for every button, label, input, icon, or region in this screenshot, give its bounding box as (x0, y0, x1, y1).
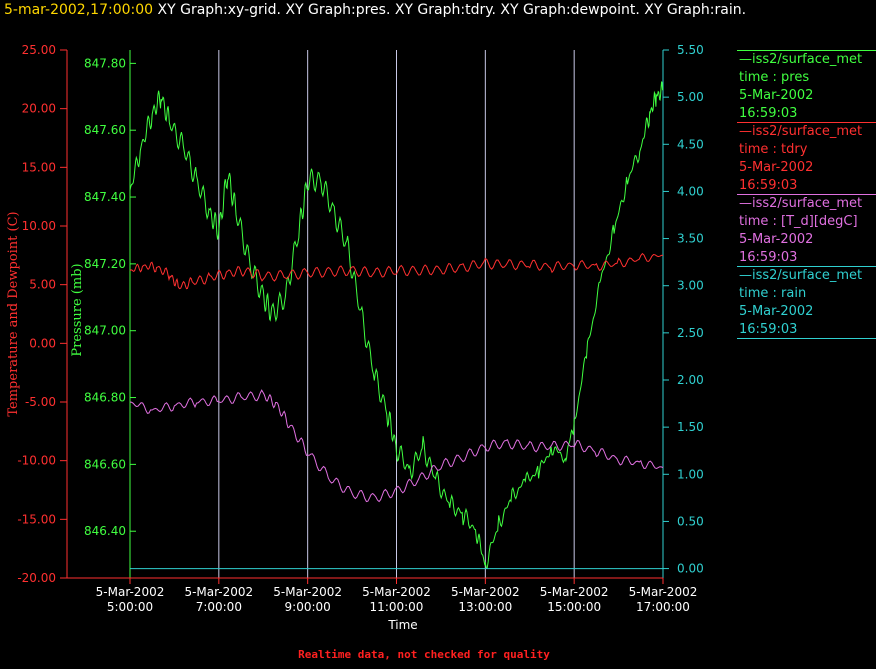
time-tick-date: 5-Mar-2002 (184, 585, 253, 599)
time-tick-time: 11:00:00 (370, 600, 424, 614)
time-tick-date: 5-Mar-2002 (540, 585, 609, 599)
legend-line: —iss2/surface_met (739, 124, 863, 139)
time-axis-label: Time (387, 618, 417, 632)
legend-line: —iss2/surface_met (739, 52, 863, 67)
temperature-tick-label: 10.00 (22, 219, 56, 233)
legend-date: 5-Mar-2002 (739, 88, 814, 103)
quality-notice: Realtime data, not checked for quality (298, 648, 550, 661)
rain-tick-label: 0.00 (677, 562, 704, 576)
rain-tick-label: 5.50 (677, 43, 704, 57)
legend-line: —iss2/surface_met (739, 268, 863, 283)
legend-time: 16:59:03 (739, 322, 798, 337)
pressure-tick-label: 846.60 (84, 457, 126, 471)
time-tick-date: 5-Mar-2002 (362, 585, 431, 599)
legend-date: 5-Mar-2002 (739, 160, 814, 175)
temperature-tick-label: 5.00 (29, 278, 56, 292)
series-line-pressure-0 (129, 81, 664, 569)
time-tick-date: 5-Mar-2002 (273, 585, 342, 599)
legend-date: 5-Mar-2002 (739, 232, 814, 247)
pressure-tick-label: 847.60 (84, 123, 126, 137)
timestamp-label: 5-mar-2002,17:00:00 (4, 2, 154, 18)
rain-tick-label: 2.00 (677, 373, 704, 387)
temperature-tick-label: 0.00 (29, 336, 56, 350)
pressure-axis-label: Pressure (mb) (70, 263, 85, 356)
temperature-tick-label: -15.00 (17, 512, 56, 526)
legend-var: time : [T_d][degC] (739, 214, 858, 229)
legend-bottom-rule (737, 338, 876, 339)
temperature-tick-label: 15.00 (22, 160, 56, 174)
time-tick-date: 5-Mar-2002 (451, 585, 520, 599)
rain-tick-label: 5.00 (677, 90, 704, 104)
rain-tick-label: 3.50 (677, 232, 704, 246)
legend-time: 16:59:03 (739, 250, 798, 265)
legend-date: 5-Mar-2002 (739, 304, 814, 319)
legend-line: —iss2/surface_met (739, 196, 863, 211)
pressure-tick-label: 847.80 (84, 56, 126, 70)
pressure-tick-label: 847.40 (84, 190, 126, 204)
legend-var: time : rain (739, 286, 807, 301)
time-tick-time: 17:00:00 (636, 600, 690, 614)
temperature-tick-label: 25.00 (22, 43, 56, 57)
rain-tick-label: 1.50 (677, 420, 704, 434)
temperature-axis-label: Temperature and Dewpoint (C) (6, 211, 21, 416)
time-tick-time: 7:00:00 (196, 600, 242, 614)
time-tick-time: 15:00:00 (547, 600, 601, 614)
rain-tick-label: 3.00 (677, 279, 704, 293)
legend-time: 16:59:03 (739, 178, 798, 193)
time-tick-time: 9:00:00 (285, 600, 331, 614)
temperature-tick-label: -20.00 (17, 571, 56, 585)
temperature-tick-label: -10.00 (17, 454, 56, 468)
temperature-tick-label: -5.00 (25, 395, 56, 409)
temperature-tick-label: 20.00 (22, 102, 56, 116)
graph-title-bar: 5-mar-2002,17:00:00 XY Graph:xy-grid. XY… (4, 2, 746, 18)
rain-tick-label: 4.00 (677, 184, 704, 198)
rain-tick-label: 4.50 (677, 137, 704, 151)
pressure-tick-label: 847.20 (84, 257, 126, 271)
time-tick-date: 5-Mar-2002 (629, 585, 698, 599)
rain-tick-label: 2.50 (677, 326, 704, 340)
legend-var: time : tdry (739, 142, 808, 157)
time-tick-time: 5:00:00 (107, 600, 153, 614)
pressure-tick-label: 847.00 (84, 324, 126, 338)
legend-var: time : pres (739, 70, 810, 85)
rain-tick-label: 0.50 (677, 514, 704, 528)
series-line-temperature-1 (129, 252, 664, 290)
pressure-tick-label: 846.40 (84, 524, 126, 538)
graph-list-label: XY Graph:xy-grid. XY Graph:pres. XY Grap… (157, 2, 747, 18)
pressure-tick-label: 846.80 (84, 391, 126, 405)
time-tick-date: 5-Mar-2002 (96, 585, 165, 599)
time-tick-time: 13:00:00 (458, 600, 512, 614)
rain-tick-label: 1.00 (677, 467, 704, 481)
legend-time: 16:59:03 (739, 106, 798, 121)
series-line-temperature-2 (129, 389, 664, 503)
